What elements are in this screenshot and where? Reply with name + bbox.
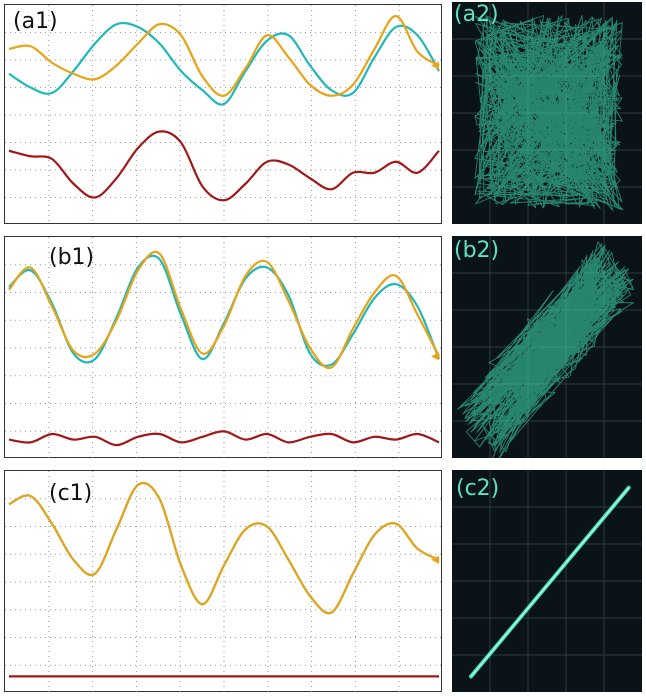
panel-b1: (b1) <box>4 236 443 459</box>
series-line-orange <box>8 250 440 370</box>
xy-plot-a2 <box>452 2 642 224</box>
xy-plot-c2 <box>452 470 642 692</box>
xy-trace <box>474 15 624 211</box>
panel-label-b1: (b1) <box>49 245 95 270</box>
scope-grid <box>5 471 443 693</box>
panel-label-a1: (a1) <box>13 9 58 34</box>
series-line-red <box>8 130 440 202</box>
panel-label-c2: (c2) <box>456 476 500 501</box>
series-line-cyan <box>8 21 440 106</box>
panel-label-b2: (b2) <box>454 238 500 263</box>
plot-b1 <box>5 237 443 459</box>
panel-c1: (c1) <box>4 470 443 693</box>
panel-label-c1: (c1) <box>49 481 93 506</box>
trigger-marker <box>431 61 439 70</box>
scope-grid <box>5 237 443 459</box>
series-line-red <box>8 430 440 447</box>
panel-b2: (b2) <box>452 236 642 458</box>
series-line-cyan <box>8 254 441 368</box>
series-line-orange <box>8 481 440 615</box>
xy-trace-core <box>470 487 630 677</box>
series-line-orange <box>8 14 440 97</box>
xy-plot-b2 <box>452 236 642 458</box>
plot-c1 <box>5 471 443 693</box>
trigger-marker <box>431 352 439 361</box>
xy-grid <box>452 470 642 692</box>
panel-a2: (a2) <box>452 2 642 224</box>
plot-a1 <box>5 5 443 225</box>
xy-trace <box>456 241 635 458</box>
panel-a1: (a1) <box>4 4 443 225</box>
panel-c2: (c2) <box>452 470 642 692</box>
scope-grid <box>5 5 443 225</box>
panel-label-a2: (a2) <box>454 2 499 27</box>
trigger-marker <box>431 555 439 564</box>
